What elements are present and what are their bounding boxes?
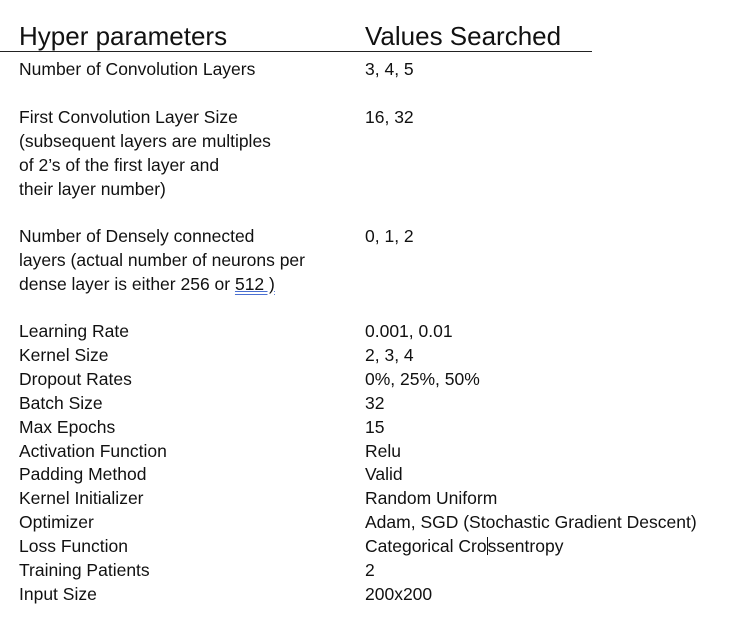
- value-cell: 200x200: [365, 584, 433, 604]
- value-cell: 0.001, 0.01: [365, 321, 453, 341]
- value-cell: 16, 32: [365, 107, 414, 127]
- column-header-hyper-parameters: Hyper parameters: [19, 21, 228, 51]
- param-cell: Number of Densely connected layers (actu…: [19, 224, 349, 296]
- param-cell: First Convolution Layer Size (subsequent…: [19, 105, 349, 201]
- param-text: dense layer is either 256 or: [19, 274, 235, 294]
- value-cell: 32: [365, 393, 385, 413]
- table-header: Hyper parameters Values Searched: [0, 0, 738, 52]
- value-text-before-cursor: Categorical Cro: [365, 536, 487, 556]
- param-cell: Number of Convolution Layers: [19, 57, 349, 81]
- param-cell: Optimizer: [19, 512, 94, 532]
- value-text-after-cursor: ssentropy: [487, 536, 564, 556]
- param-cell: Max Epochs: [19, 417, 116, 437]
- param-text: (subsequent layers are multiples: [19, 131, 271, 151]
- param-text: Number of Densely connected: [19, 226, 255, 246]
- value-cell: 15: [365, 417, 385, 437]
- value-cell: Adam, SGD (Stochastic Gradient Descent): [365, 512, 697, 532]
- param-cell: Kernel Size: [19, 345, 109, 365]
- param-text-last-line: dense layer is either 256 or 512 ): [19, 272, 349, 296]
- param-cell: Activation Function: [19, 441, 167, 461]
- value-cell: Valid: [365, 464, 403, 484]
- header-underline-rule: [0, 51, 592, 52]
- param-text: of 2’s of the first layer and: [19, 155, 220, 175]
- value-cell: 0%, 25%, 50%: [365, 369, 480, 389]
- text-cursor: [486, 537, 488, 555]
- param-text: First Convolution Layer Size: [19, 107, 238, 127]
- value-cell: Random Uniform: [365, 488, 498, 508]
- value-cell: 3, 4, 5: [365, 59, 414, 79]
- value-cell: Relu: [365, 441, 401, 461]
- column-header-values-searched: Values Searched: [365, 21, 562, 51]
- value-cell[interactable]: Categorical Crossentropy: [365, 534, 563, 558]
- param-cell: Batch Size: [19, 393, 103, 413]
- param-text: Number of Convolution Layers: [19, 59, 256, 79]
- param-cell: Padding Method: [19, 464, 147, 484]
- param-cell: Dropout Rates: [19, 369, 132, 389]
- param-cell: Learning Rate: [19, 321, 129, 341]
- spellcheck-underlined-text: 512 ): [234, 274, 275, 294]
- param-cell: Kernel Initializer: [19, 488, 144, 508]
- value-cell: 2, 3, 4: [365, 345, 414, 365]
- value-cell: 0, 1, 2: [365, 226, 414, 246]
- value-cell: 2: [365, 560, 375, 580]
- param-text: layers (actual number of neurons per: [19, 250, 305, 270]
- param-cell: Loss Function: [19, 536, 128, 556]
- param-cell: Training Patients: [19, 560, 150, 580]
- param-text: their layer number): [19, 179, 166, 199]
- param-cell: Input Size: [19, 584, 97, 604]
